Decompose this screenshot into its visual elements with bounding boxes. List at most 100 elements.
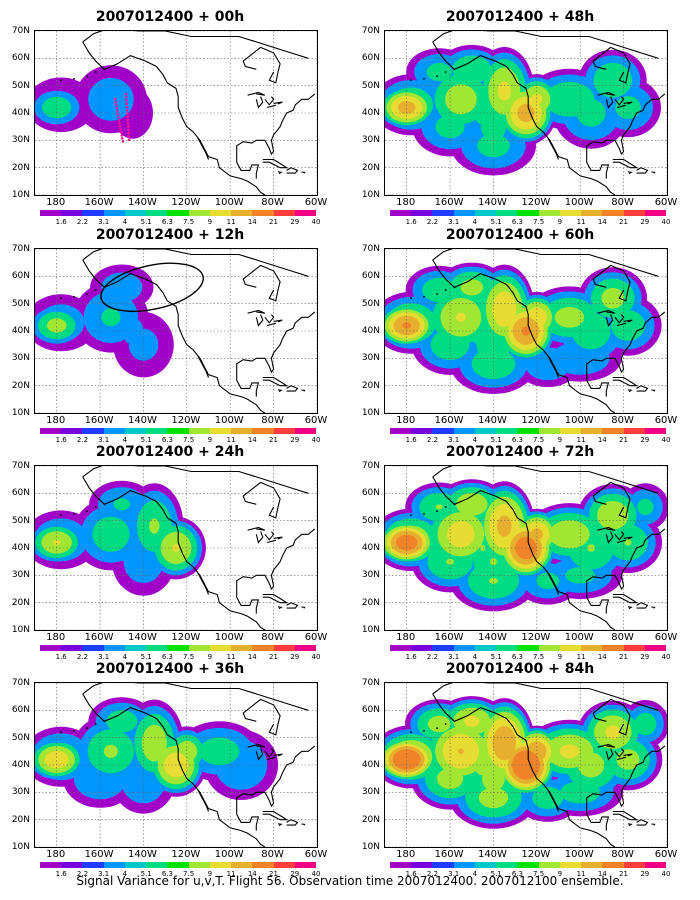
longitude-label: 120W — [171, 632, 201, 643]
color-bar-swatch — [124, 428, 147, 434]
color-bar-swatch — [432, 862, 454, 868]
longitude-label: 100W — [564, 197, 594, 208]
coastline — [286, 385, 299, 392]
coastline — [286, 819, 299, 826]
color-bar-swatch — [517, 210, 539, 216]
coastline — [264, 748, 275, 758]
color-bar-label: 1.6 — [55, 653, 67, 661]
coastline — [247, 309, 266, 314]
longitude-label: 180 — [46, 632, 66, 643]
coastline — [586, 745, 666, 808]
longitude-label: 100W — [214, 197, 244, 208]
longitude-label: 100W — [214, 632, 244, 643]
longitude-label: 160W — [84, 197, 114, 208]
coastline — [82, 683, 309, 711]
color-bar-label: 7.5 — [183, 436, 195, 444]
island-dot — [94, 289, 97, 291]
latitude-label: 20N — [11, 597, 30, 608]
variance-contour-fill — [480, 544, 486, 552]
coastline — [636, 385, 649, 392]
coastline — [592, 264, 631, 302]
variance-map — [34, 682, 318, 848]
coastline — [432, 259, 616, 413]
variance-contour-fill — [458, 748, 464, 754]
color-bar-swatch — [209, 210, 232, 216]
color-bar-label: 11 — [226, 436, 236, 444]
coastline — [605, 748, 614, 761]
color-bar-swatch — [146, 645, 168, 651]
latitude-label: 10N — [361, 625, 380, 635]
coastline — [432, 249, 659, 277]
coastline — [273, 536, 283, 540]
variance-contour-fill — [426, 62, 452, 82]
latitude-label: 20N — [361, 814, 380, 825]
coastline — [651, 171, 656, 174]
color-bar-swatch — [231, 862, 253, 868]
island-dot — [423, 295, 425, 298]
color-bar-swatch — [517, 428, 539, 434]
latitude-label: 10N — [11, 190, 30, 200]
color-bar-swatch — [103, 645, 125, 651]
island-dot — [73, 512, 75, 515]
color-bar-label: 14 — [597, 653, 607, 661]
flight-track-dot — [118, 122, 121, 125]
color-bar-swatch — [167, 862, 189, 868]
longitude-label: 120W — [171, 415, 201, 426]
variance-contour-fill — [396, 534, 418, 551]
coastline — [614, 314, 625, 324]
color-bar-label: 14 — [247, 870, 257, 878]
color-bar — [40, 210, 317, 216]
flight-track-dot — [119, 131, 123, 134]
panel-title: 2007012400 + 84h — [445, 661, 595, 677]
variance-contour-fill — [601, 287, 625, 309]
color-bar-swatch — [559, 645, 582, 651]
variance-contour-fill — [559, 744, 580, 759]
island-dot — [423, 512, 425, 515]
map-canvas — [35, 683, 317, 847]
variance-contour-fill — [464, 715, 480, 727]
color-bar — [390, 645, 667, 651]
coastline — [273, 753, 283, 757]
color-bar-swatch — [188, 210, 210, 216]
latitude-label: 50N — [361, 515, 380, 526]
island-dot — [453, 68, 456, 71]
color-bar-label: 14 — [247, 218, 257, 226]
coastline — [262, 376, 289, 387]
figure-caption: Signal Variance for u,v,T. Flight 56. Ob… — [76, 874, 624, 888]
coastline — [255, 96, 264, 109]
color-bar-label: 5.1 — [140, 870, 152, 878]
variance-contour-fill — [445, 84, 477, 115]
variance-contour-fill — [435, 504, 443, 510]
color-bar-swatch — [103, 210, 125, 216]
longitude-label: 140W — [477, 632, 507, 643]
color-bar-swatch — [496, 428, 518, 434]
longitude-label: 140W — [477, 197, 507, 208]
coastline — [286, 167, 299, 174]
color-bar-swatch — [252, 210, 274, 216]
variance-contour-fill — [489, 577, 498, 584]
variance-contour-fill — [616, 749, 640, 770]
color-bar-swatch — [209, 862, 232, 868]
island-dot — [453, 720, 456, 723]
coastline — [651, 606, 656, 609]
color-bar-label: 21 — [619, 436, 628, 444]
latitude-label: 70N — [11, 26, 30, 36]
coastline — [262, 593, 289, 604]
color-bar-swatch — [188, 428, 210, 434]
longitude-label: 160W — [434, 849, 464, 860]
coastline — [255, 531, 264, 544]
color-bar-swatch — [453, 428, 475, 434]
color-bar-label: 29 — [290, 436, 300, 444]
variance-contour-fill — [536, 572, 560, 589]
color-bar-swatch — [581, 428, 603, 434]
panel-title: 2007012400 + 48h — [445, 9, 595, 25]
longitude-label: 140W — [477, 415, 507, 426]
map-canvas — [385, 31, 667, 195]
color-bar-swatch — [517, 645, 539, 651]
color-bar-label: 11 — [226, 870, 236, 878]
longitude-label: 180 — [396, 415, 416, 426]
longitude-label: 160W — [84, 415, 114, 426]
coastline — [605, 531, 614, 544]
variance-contour-fill — [478, 787, 509, 809]
color-bar-label: 6.3 — [161, 870, 173, 878]
